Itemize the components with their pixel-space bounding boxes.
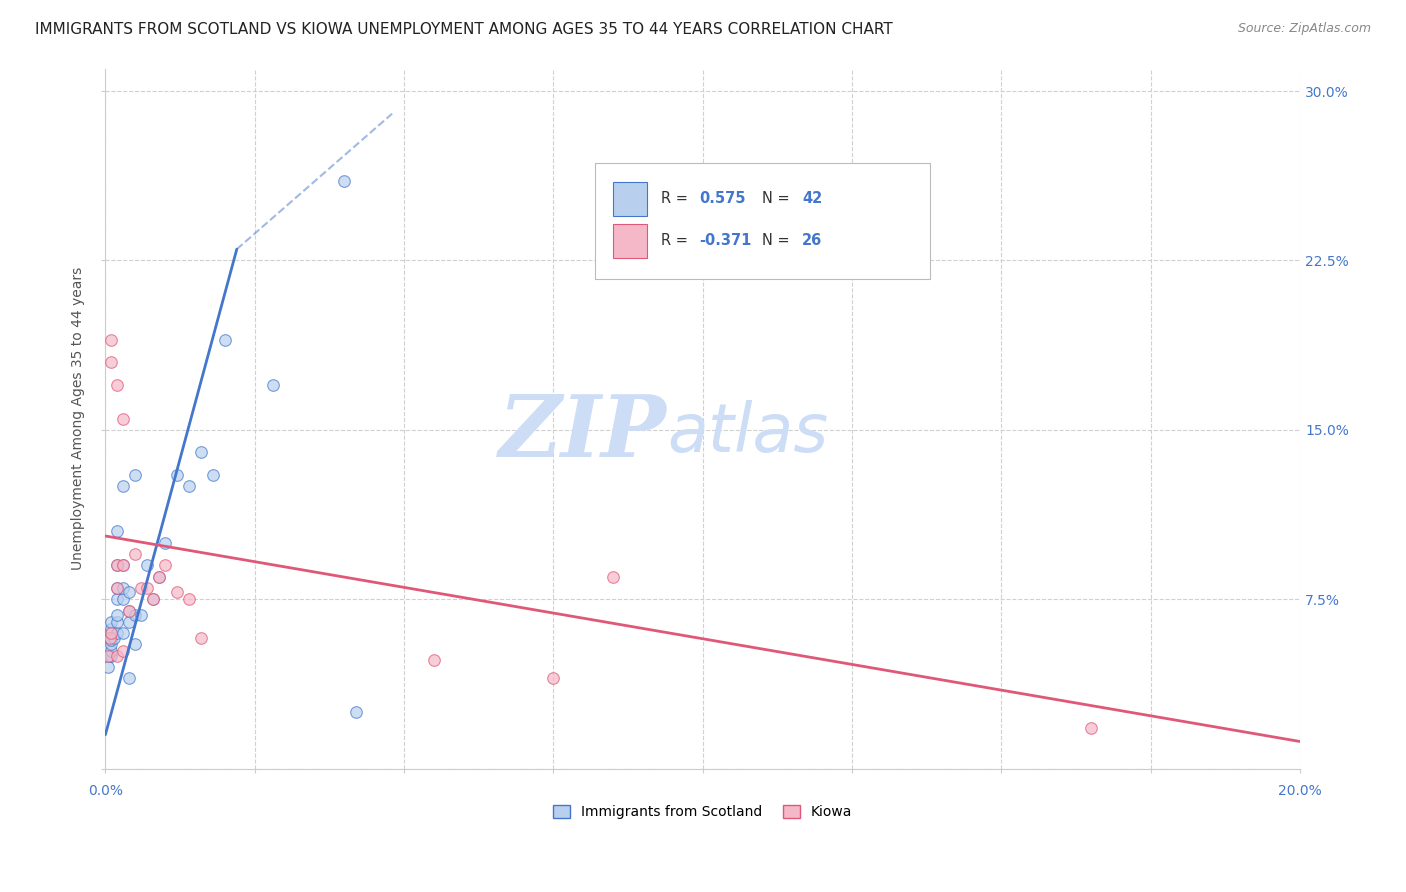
Point xyxy=(136,581,159,595)
Point xyxy=(105,558,128,573)
Point xyxy=(97,660,120,674)
Point xyxy=(118,603,141,617)
Text: ZIP: ZIP xyxy=(499,391,666,475)
Point xyxy=(602,569,624,583)
Point xyxy=(124,547,146,561)
Text: N =: N = xyxy=(762,233,794,248)
Text: 0.0%: 0.0% xyxy=(89,784,122,798)
Point xyxy=(112,626,135,640)
Text: IMMIGRANTS FROM SCOTLAND VS KIOWA UNEMPLOYMENT AMONG AGES 35 TO 44 YEARS CORRELA: IMMIGRANTS FROM SCOTLAND VS KIOWA UNEMPL… xyxy=(35,22,893,37)
Point xyxy=(112,592,135,607)
Point xyxy=(112,411,135,425)
Point xyxy=(190,631,212,645)
Point xyxy=(103,631,125,645)
Point xyxy=(100,644,122,658)
FancyBboxPatch shape xyxy=(595,163,929,278)
Point xyxy=(100,333,122,347)
Point xyxy=(105,592,128,607)
Text: atlas: atlas xyxy=(666,400,828,466)
Point xyxy=(124,468,146,483)
Point xyxy=(118,615,141,629)
Point xyxy=(97,648,120,663)
Point xyxy=(100,615,122,629)
Point xyxy=(100,648,122,663)
Point xyxy=(423,653,446,667)
Point xyxy=(100,637,122,651)
Point xyxy=(166,468,188,483)
Point xyxy=(112,644,135,658)
Point xyxy=(177,479,200,493)
Point xyxy=(98,631,121,645)
Text: N =: N = xyxy=(762,191,794,205)
Text: -0.371: -0.371 xyxy=(699,233,752,248)
Text: Source: ZipAtlas.com: Source: ZipAtlas.com xyxy=(1237,22,1371,36)
Point xyxy=(177,592,200,607)
Point xyxy=(1080,721,1102,735)
Point xyxy=(333,174,356,188)
Point xyxy=(112,581,135,595)
Point xyxy=(105,524,128,539)
Point xyxy=(105,608,128,623)
Text: 26: 26 xyxy=(801,233,823,248)
Text: R =: R = xyxy=(661,233,692,248)
Point xyxy=(190,445,212,459)
Y-axis label: Unemployment Among Ages 35 to 44 years: Unemployment Among Ages 35 to 44 years xyxy=(72,267,86,570)
Point xyxy=(100,626,122,640)
Point xyxy=(148,569,170,583)
Text: 0.575: 0.575 xyxy=(699,191,745,205)
Point xyxy=(124,637,146,651)
Point xyxy=(153,535,176,549)
Point xyxy=(105,626,128,640)
Point xyxy=(105,581,128,595)
Point xyxy=(118,671,141,685)
Point xyxy=(112,558,135,573)
Point xyxy=(112,479,135,493)
Point xyxy=(105,581,128,595)
Point xyxy=(105,615,128,629)
Legend: Immigrants from Scotland, Kiowa: Immigrants from Scotland, Kiowa xyxy=(548,799,858,825)
Point xyxy=(344,705,367,719)
Point xyxy=(262,377,284,392)
Point xyxy=(129,608,152,623)
Text: R =: R = xyxy=(661,191,692,205)
Point xyxy=(129,581,152,595)
Point xyxy=(136,558,159,573)
Point xyxy=(543,671,565,685)
Point xyxy=(100,626,122,640)
Point xyxy=(201,468,224,483)
Point xyxy=(124,608,146,623)
Point xyxy=(105,377,128,392)
Bar xyxy=(613,224,647,258)
Point xyxy=(153,558,176,573)
Point xyxy=(118,585,141,599)
Point xyxy=(112,558,135,573)
Point xyxy=(98,648,121,663)
Point xyxy=(142,592,165,607)
Point xyxy=(105,648,128,663)
Text: 42: 42 xyxy=(801,191,823,205)
Point xyxy=(100,355,122,369)
Bar xyxy=(613,182,647,216)
Point xyxy=(100,632,122,647)
Point xyxy=(118,603,141,617)
Point xyxy=(100,622,122,636)
Point xyxy=(105,558,128,573)
Point xyxy=(166,585,188,599)
Point xyxy=(214,333,236,347)
Point xyxy=(142,592,165,607)
Point xyxy=(148,569,170,583)
Text: 20.0%: 20.0% xyxy=(1278,784,1322,798)
